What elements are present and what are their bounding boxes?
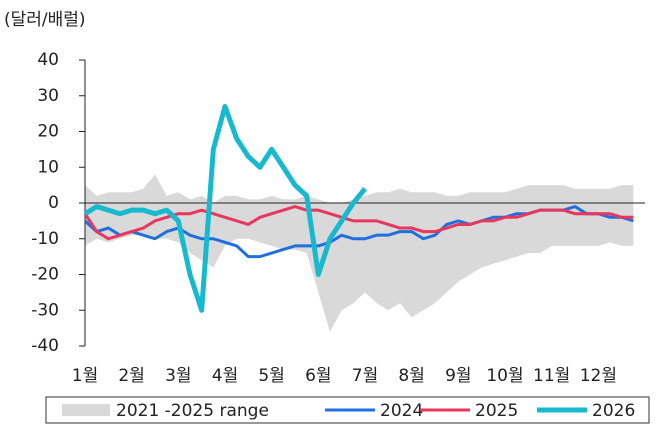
x-tick-label: 9월 (445, 366, 471, 386)
x-tick-label: 3월 (165, 366, 191, 386)
series-line (83, 103, 367, 313)
legend-label: 2024 (380, 401, 423, 421)
x-tick-label: 4월 (212, 366, 238, 386)
series-line (83, 205, 634, 241)
x-tick-label: 5월 (258, 366, 284, 386)
legend-label: 2025 (475, 401, 518, 421)
x-tick-label: 6월 (305, 366, 331, 386)
y-tick-label: -30 (31, 300, 59, 320)
x-tick-label: 2월 (118, 366, 144, 386)
y-tick-label: -40 (31, 336, 59, 356)
y-tick-label: -10 (31, 229, 59, 249)
y-tick-label: -20 (31, 265, 59, 285)
x-tick-label: 1월 (72, 366, 98, 386)
x-tick-label: 8월 (398, 366, 424, 386)
legend-swatch (62, 404, 110, 416)
y-tick-label: 20 (37, 122, 59, 142)
legend-label: 2026 (592, 401, 635, 421)
y-tick-label: 0 (48, 193, 59, 213)
y-tick-label: 10 (37, 157, 59, 177)
x-tick-label: 10월 (486, 366, 523, 386)
y-tick-label: 30 (37, 86, 59, 106)
range-area (85, 174, 634, 332)
x-tick-label: 11월 (533, 366, 570, 386)
y-axis-unit: (달러/배럴) (4, 10, 86, 30)
y-tick-label: 40 (37, 50, 59, 70)
legend-box (45, 396, 650, 424)
legend-label: 2021 -2025 range (116, 401, 269, 421)
x-tick-label: 7월 (352, 366, 378, 386)
x-tick-label: 12월 (580, 366, 617, 386)
